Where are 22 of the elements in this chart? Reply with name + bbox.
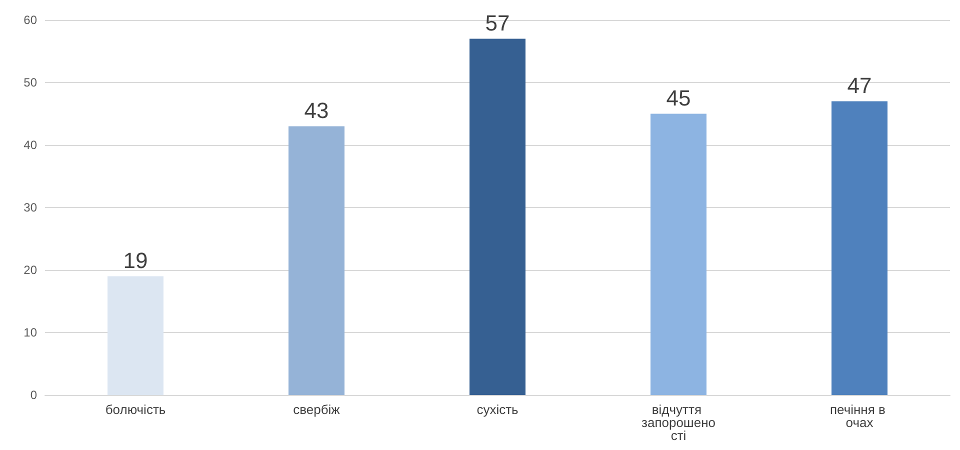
bar xyxy=(650,114,706,395)
bar xyxy=(832,101,888,395)
x-tick-label: болючість xyxy=(105,402,166,417)
y-tick-label: 0 xyxy=(30,388,38,402)
bar xyxy=(470,38,526,395)
data-label: 45 xyxy=(666,85,691,110)
y-tick-label: 10 xyxy=(24,326,38,340)
bar xyxy=(288,126,344,395)
y-tick-label: 50 xyxy=(24,76,38,90)
x-tick-label: відчуття запорошеності xyxy=(642,402,716,443)
data-label: 19 xyxy=(123,248,148,273)
x-tick-label: сухість xyxy=(476,402,519,417)
data-label: 57 xyxy=(485,10,510,36)
x-tick-label: свербіж xyxy=(293,402,340,417)
data-label: 43 xyxy=(304,98,329,123)
x-tick-label: печіння в очах xyxy=(830,402,890,430)
y-tick-label: 60 xyxy=(24,13,38,27)
data-label: 47 xyxy=(847,72,872,98)
bar xyxy=(108,276,164,395)
y-tick-label: 20 xyxy=(24,263,38,277)
y-tick-label: 30 xyxy=(24,200,38,214)
y-tick-label: 40 xyxy=(24,138,38,152)
